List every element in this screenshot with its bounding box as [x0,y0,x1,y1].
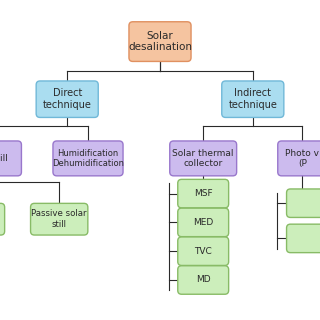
FancyBboxPatch shape [0,204,4,235]
Text: still: still [0,154,8,163]
Text: MED: MED [193,218,213,227]
FancyBboxPatch shape [31,204,88,235]
FancyBboxPatch shape [287,189,320,218]
FancyBboxPatch shape [178,266,229,294]
Text: TVC: TVC [194,247,212,256]
Text: Passive solar
still: Passive solar still [31,210,87,229]
FancyBboxPatch shape [0,141,21,176]
Text: MSF: MSF [194,189,212,198]
Text: Direct
technique: Direct technique [43,88,92,110]
FancyBboxPatch shape [278,141,320,176]
FancyBboxPatch shape [129,22,191,61]
FancyBboxPatch shape [178,237,229,266]
Text: Solar thermal
collector: Solar thermal collector [172,149,234,168]
FancyBboxPatch shape [178,208,229,237]
FancyBboxPatch shape [170,141,237,176]
FancyBboxPatch shape [53,141,123,176]
Text: MD: MD [196,276,211,284]
FancyBboxPatch shape [287,224,320,253]
Text: Photo v
(P: Photo v (P [285,149,319,168]
FancyBboxPatch shape [178,180,229,208]
FancyBboxPatch shape [36,81,98,117]
Text: Indirect
technique: Indirect technique [228,88,277,110]
FancyBboxPatch shape [222,81,284,117]
Text: Humidification
Dehumidification: Humidification Dehumidification [52,149,124,168]
Text: Solar
desalination: Solar desalination [128,31,192,52]
